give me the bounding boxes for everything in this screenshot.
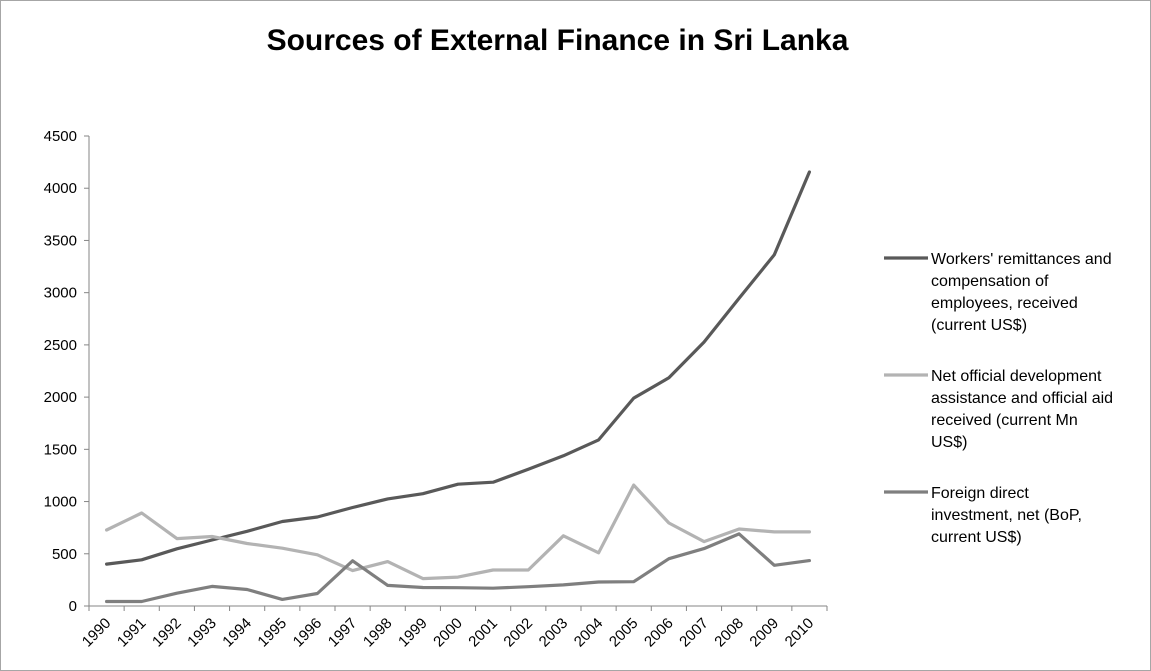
- x-tick-label: 2001: [465, 615, 501, 651]
- series-line-3: [104, 532, 812, 604]
- legend-label-2: US$): [931, 434, 967, 451]
- legend-label-2: Net official development: [931, 368, 1102, 385]
- x-tick-label: 1993: [184, 615, 220, 651]
- y-tick-label: 500: [52, 546, 77, 563]
- legend: Workers' remittances and compensation of e…: [884, 251, 1113, 546]
- x-tick-label: 2003: [536, 615, 572, 651]
- x-tick-label: 1996: [290, 615, 326, 651]
- legend-label-1: compensation of: [931, 273, 1049, 290]
- y-tick-label: 3500: [44, 232, 77, 249]
- legend-label-3: investment, net (BoP,: [931, 507, 1082, 524]
- y-tick-label: 0: [69, 598, 77, 615]
- y-tick-labels: 0 500 1000 1500 2000 2500 3000 3500 4000 4500: [44, 128, 77, 615]
- y-tick-label: 4500: [44, 128, 77, 145]
- x-tick-label: 2009: [746, 615, 782, 651]
- y-tick-label: 2500: [44, 337, 77, 354]
- x-tick-label: 1997: [325, 615, 361, 651]
- x-tick-label: 1999: [395, 615, 431, 651]
- y-tick-label: 4000: [44, 180, 77, 197]
- x-tick-label: 2005: [606, 615, 642, 651]
- legend-label-1: employees, received: [931, 295, 1078, 312]
- series-line-1: [104, 170, 812, 566]
- x-tick-label: 2008: [711, 615, 747, 651]
- x-tick-label: 2010: [782, 615, 818, 651]
- x-tick-label: 2007: [676, 615, 712, 651]
- x-tick-labels: 1990 1991 1992 1993 1994 1995 1996 1997 1998 1999…: [79, 615, 817, 651]
- x-tick-label: 2004: [571, 615, 607, 651]
- x-tick-label: 2006: [641, 615, 677, 651]
- series-lines: [104, 170, 812, 604]
- x-tick-label: 2000: [430, 615, 466, 651]
- legend-label-2: received (current Mn: [931, 412, 1078, 429]
- legend-label-3: current US$): [931, 529, 1022, 546]
- legend-label-3: Foreign direct: [931, 485, 1029, 502]
- legend-label-2: assistance and official aid: [931, 390, 1113, 407]
- series-line-2: [104, 483, 812, 581]
- chart-axes: [84, 135, 828, 611]
- y-tick-label: 3000: [44, 285, 77, 302]
- legend-label-1: Workers' remittances and: [931, 251, 1112, 268]
- x-tick-label: 1995: [254, 615, 290, 651]
- x-tick-label: 1994: [219, 615, 255, 651]
- y-tick-label: 2000: [44, 389, 77, 406]
- x-tick-label: 1998: [360, 615, 396, 651]
- chart-title: Sources of External Finance in Sri Lanka: [266, 24, 849, 57]
- y-tick-label: 1500: [44, 441, 77, 458]
- x-tick-label: 1992: [149, 615, 185, 651]
- y-tick-label: 1000: [44, 494, 77, 511]
- legend-label-1: (current US$): [931, 317, 1027, 334]
- x-tick-label: 1991: [114, 615, 150, 651]
- x-tick-label: 1990: [79, 615, 115, 651]
- x-tick-label: 2002: [500, 615, 536, 651]
